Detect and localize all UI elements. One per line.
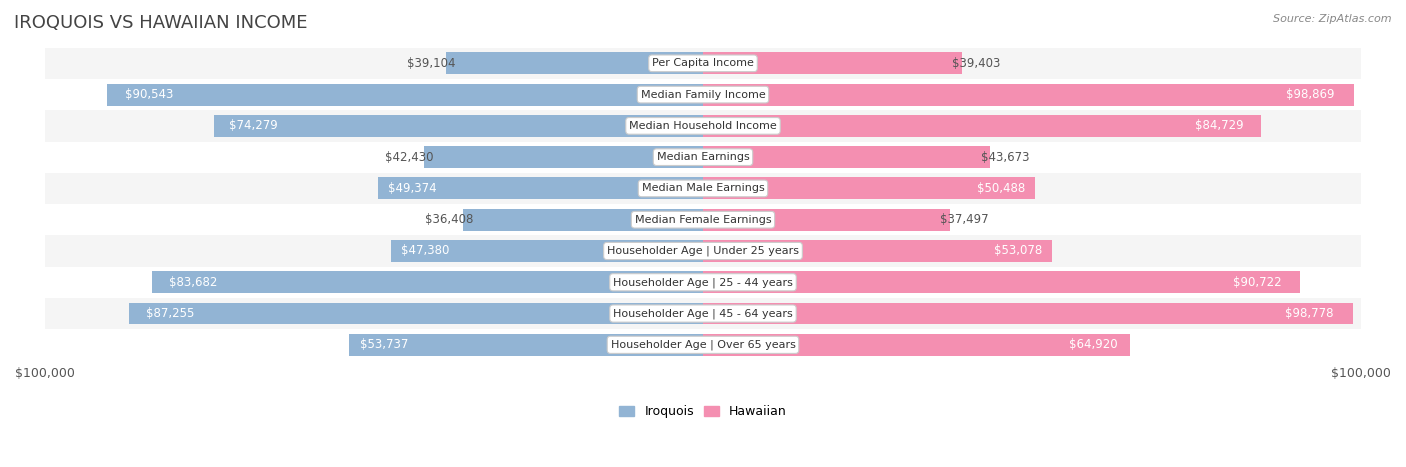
Bar — [45, 235, 1361, 267]
Text: Median Earnings: Median Earnings — [657, 152, 749, 162]
Bar — [152, 271, 703, 293]
Text: Householder Age | 45 - 64 years: Householder Age | 45 - 64 years — [613, 308, 793, 319]
Text: Householder Age | Over 65 years: Householder Age | Over 65 years — [610, 340, 796, 350]
Bar — [349, 334, 703, 356]
Text: $64,920: $64,920 — [1069, 338, 1118, 351]
Bar — [703, 240, 1052, 262]
Text: $47,380: $47,380 — [401, 245, 449, 257]
Text: Median Female Earnings: Median Female Earnings — [634, 215, 772, 225]
Text: $74,279: $74,279 — [229, 120, 277, 132]
Bar — [378, 177, 703, 199]
Text: $98,869: $98,869 — [1285, 88, 1334, 101]
Bar — [391, 240, 703, 262]
Bar — [45, 267, 1361, 298]
Text: $53,737: $53,737 — [360, 338, 408, 351]
Text: $50,488: $50,488 — [977, 182, 1025, 195]
Bar — [703, 209, 950, 231]
Bar — [45, 48, 1361, 79]
Text: Median Household Income: Median Household Income — [628, 121, 778, 131]
Bar — [45, 204, 1361, 235]
Bar — [129, 303, 703, 325]
Bar — [703, 271, 1301, 293]
Bar — [703, 177, 1035, 199]
Text: $39,104: $39,104 — [408, 57, 456, 70]
Text: Per Capita Income: Per Capita Income — [652, 58, 754, 68]
Text: $49,374: $49,374 — [388, 182, 436, 195]
Bar — [703, 115, 1261, 137]
Text: Median Male Earnings: Median Male Earnings — [641, 184, 765, 193]
Bar — [703, 334, 1130, 356]
Text: $37,497: $37,497 — [939, 213, 988, 226]
Bar — [703, 146, 990, 168]
Bar — [45, 142, 1361, 173]
Bar — [423, 146, 703, 168]
Text: $43,673: $43,673 — [980, 151, 1029, 163]
Bar — [45, 173, 1361, 204]
Text: $42,430: $42,430 — [385, 151, 433, 163]
Bar — [45, 298, 1361, 329]
Bar — [464, 209, 703, 231]
Text: $36,408: $36,408 — [425, 213, 474, 226]
Text: Householder Age | 25 - 44 years: Householder Age | 25 - 44 years — [613, 277, 793, 288]
Bar — [214, 115, 703, 137]
Legend: Iroquois, Hawaiian: Iroquois, Hawaiian — [614, 400, 792, 423]
Text: Source: ZipAtlas.com: Source: ZipAtlas.com — [1274, 14, 1392, 24]
Text: $83,682: $83,682 — [169, 276, 217, 289]
Bar — [703, 303, 1353, 325]
Bar — [45, 329, 1361, 361]
Text: $90,543: $90,543 — [125, 88, 173, 101]
Text: $53,078: $53,078 — [994, 245, 1042, 257]
Text: $90,722: $90,722 — [1233, 276, 1282, 289]
Bar — [446, 52, 703, 74]
Bar — [107, 84, 703, 106]
Text: Median Family Income: Median Family Income — [641, 90, 765, 99]
Text: $98,778: $98,778 — [1285, 307, 1333, 320]
Text: IROQUOIS VS HAWAIIAN INCOME: IROQUOIS VS HAWAIIAN INCOME — [14, 14, 308, 32]
Bar — [703, 52, 962, 74]
Text: Householder Age | Under 25 years: Householder Age | Under 25 years — [607, 246, 799, 256]
Text: $84,729: $84,729 — [1195, 120, 1244, 132]
Bar — [703, 84, 1354, 106]
Bar — [45, 79, 1361, 110]
Text: $39,403: $39,403 — [952, 57, 1001, 70]
Text: $87,255: $87,255 — [146, 307, 194, 320]
Bar — [45, 110, 1361, 142]
